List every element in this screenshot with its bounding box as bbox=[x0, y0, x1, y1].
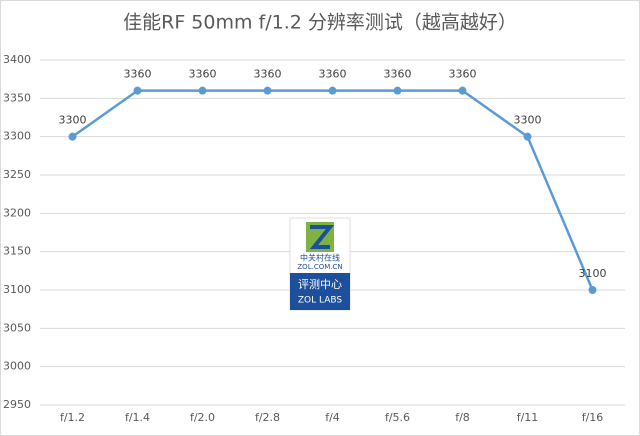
y-tick-label: 3000 bbox=[3, 360, 31, 373]
logo-lab: ZOL LABS bbox=[298, 296, 343, 306]
point bbox=[393, 86, 402, 95]
data-label: 3360 bbox=[319, 68, 347, 81]
y-tick-label: 3150 bbox=[3, 245, 31, 258]
data-label: 3360 bbox=[384, 68, 412, 81]
data-label: 3360 bbox=[124, 68, 152, 81]
point bbox=[68, 132, 77, 141]
data-label: 3360 bbox=[449, 68, 477, 81]
logo-z bbox=[309, 225, 335, 249]
y-tick-label: 2950 bbox=[3, 398, 31, 411]
x-tick-label: f/2.0 bbox=[190, 411, 215, 424]
x-tick-label: f/1.4 bbox=[125, 411, 150, 424]
point bbox=[523, 132, 532, 141]
y-tick-label: 3050 bbox=[3, 321, 31, 334]
y-tick-label: 3100 bbox=[3, 283, 31, 296]
point bbox=[458, 86, 467, 95]
y-tick-label: 3300 bbox=[3, 130, 31, 143]
x-tick-label: f/8 bbox=[455, 411, 470, 424]
logo-band bbox=[290, 273, 350, 310]
point bbox=[263, 86, 272, 95]
y-tick-label: 3250 bbox=[3, 168, 31, 181]
point bbox=[198, 86, 207, 95]
chart-title: 佳能RF 50mm f/1.2 分辨率测试（越高越好） bbox=[123, 12, 517, 34]
logo-site: 中关村在线 bbox=[300, 253, 340, 263]
point bbox=[328, 86, 337, 95]
watermark: 中关村在线 ZOL.COM.CN 评测中心 ZOL LABS bbox=[289, 217, 351, 311]
x-tick-label: f/4 bbox=[325, 411, 340, 424]
logo-name: 评测中心 bbox=[298, 278, 342, 291]
y-tick-label: 3400 bbox=[3, 53, 31, 66]
point bbox=[133, 86, 142, 95]
data-label: 3300 bbox=[59, 114, 87, 127]
x-tick-label: f/1.2 bbox=[60, 411, 85, 424]
data-label: 3100 bbox=[579, 267, 607, 280]
y-tick-label: 3350 bbox=[3, 91, 31, 104]
data-label: 3360 bbox=[189, 68, 217, 81]
x-tick-label: f/5.6 bbox=[385, 411, 410, 424]
y-tick-label: 3200 bbox=[3, 206, 31, 219]
x-tick-label: f/11 bbox=[517, 411, 539, 424]
logo-url: ZOL.COM.CN bbox=[297, 263, 342, 271]
point bbox=[588, 286, 597, 294]
data-label: 3300 bbox=[514, 114, 542, 127]
x-tick-label: f/2.8 bbox=[255, 411, 280, 424]
data-label: 3360 bbox=[254, 68, 282, 81]
x-tick-label: f/16 bbox=[582, 411, 604, 424]
